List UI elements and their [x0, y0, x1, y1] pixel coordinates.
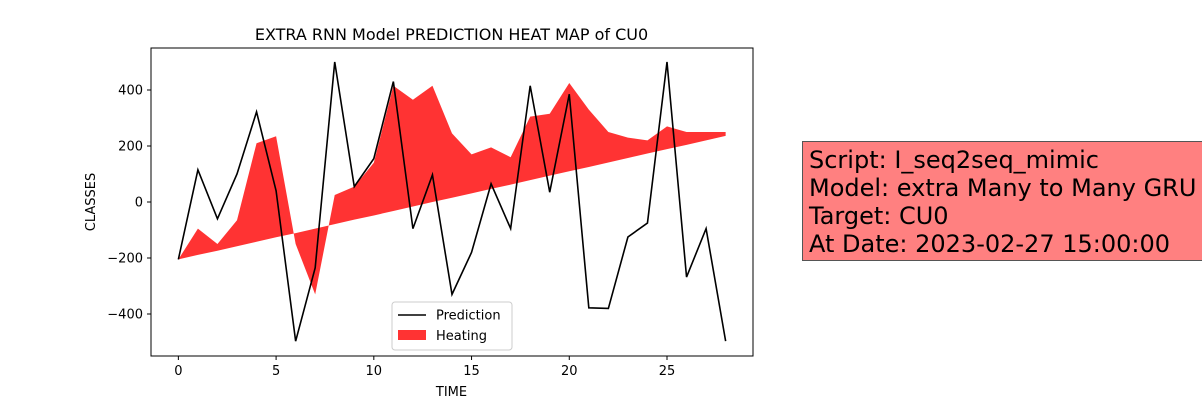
info-date: At Date: 2023-02-27 15:00:00 [809, 230, 1171, 258]
y-tick-label: 200 [118, 140, 143, 155]
y-tick-label: −200 [107, 252, 143, 267]
x-tick-label: 15 [463, 364, 480, 379]
y-axis-label: CLASSES [84, 173, 99, 231]
info-target: Target: CU0 [809, 202, 949, 230]
legend-heating-label: Heating [436, 329, 487, 344]
info-box: Script: I_seq2seq_mimic Model: extra Man… [802, 141, 1202, 261]
chart-title: EXTRA RNN Model PREDICTION HEAT MAP of C… [255, 25, 648, 44]
x-tick-label: 20 [561, 364, 578, 379]
info-script: Script: I_seq2seq_mimic [809, 146, 1099, 174]
x-axis-label: TIME [435, 385, 467, 400]
x-tick-label: 0 [174, 364, 182, 379]
legend-prediction-label: Prediction [436, 309, 501, 324]
y-tick-label: −400 [107, 308, 143, 323]
prediction-line [177, 61, 727, 342]
info-model: Model: extra Many to Many GRU [809, 174, 1197, 202]
plot-area: 0 5 10 15 20 25 −400 −200 0 200 400 Prediction Heati… [107, 47, 754, 379]
x-tick-label: 5 [272, 364, 280, 379]
y-tick-label: 400 [118, 84, 143, 99]
x-tick-label: 25 [659, 364, 676, 379]
y-tick-label: 0 [135, 196, 143, 211]
heating-area [178, 83, 726, 295]
x-tick-label: 10 [366, 364, 383, 379]
legend-heating-swatch [398, 330, 426, 340]
